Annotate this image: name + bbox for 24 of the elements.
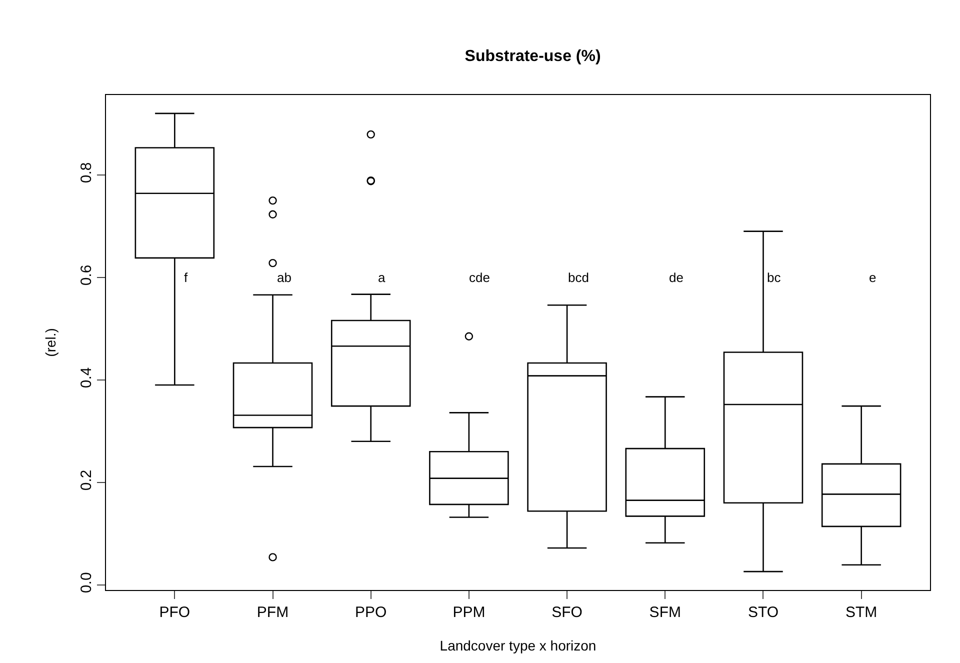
annotation: de xyxy=(669,270,684,285)
x-tick-label: PFO xyxy=(159,604,190,621)
x-tick-label: PPO xyxy=(355,604,387,621)
annotation: cde xyxy=(469,270,490,285)
x-tick-label: STM xyxy=(845,604,878,621)
x-tick-label: SFM xyxy=(649,604,681,621)
x-tick-label: PFM xyxy=(256,604,289,621)
x-tick-label: STO xyxy=(748,604,779,621)
y-axis-title: (rel.) xyxy=(42,328,59,357)
y-tick-label: 0.0 xyxy=(78,572,95,594)
annotation: bcd xyxy=(568,270,589,285)
annotation: bc xyxy=(767,270,782,285)
x-axis-title: Landcover type x horizon xyxy=(440,637,596,654)
x-tick-label: PPM xyxy=(452,604,486,621)
y-tick-label: 0.6 xyxy=(78,264,95,286)
annotation: a xyxy=(378,270,386,285)
annotation: ab xyxy=(277,270,292,285)
chart-title: Substrate-use (%) xyxy=(464,48,601,65)
y-tick-label: 0.4 xyxy=(78,367,95,388)
y-tick-label: 0.8 xyxy=(78,162,95,184)
x-tick-label: SFO xyxy=(552,604,582,621)
y-tick-label: 0.2 xyxy=(78,470,95,491)
annotation: e xyxy=(869,270,876,285)
annotation: f xyxy=(184,270,188,285)
